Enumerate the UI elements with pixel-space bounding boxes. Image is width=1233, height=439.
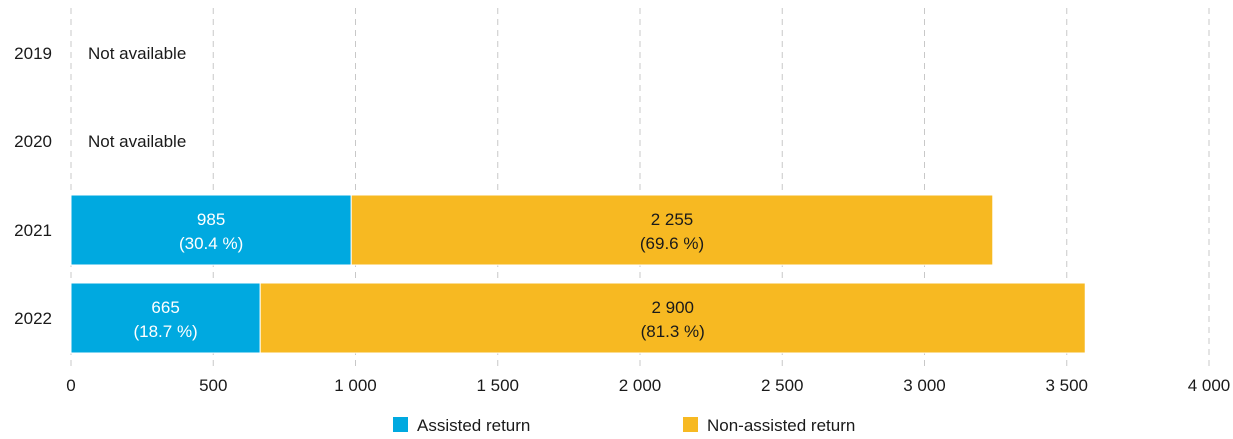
bar-value-label: 665 <box>151 298 179 317</box>
bar-percent-label: (69.6 %) <box>640 234 704 253</box>
x-tick-label: 1 500 <box>476 376 519 395</box>
x-tick-label: 500 <box>199 376 227 395</box>
y-tick-label: 2020 <box>14 132 52 151</box>
bar-percent-label: (81.3 %) <box>641 322 705 341</box>
x-axis: 0 500 1 000 1 500 2 000 2 500 3 000 3 500 4 000 <box>66 376 1230 395</box>
bar-segment <box>259 282 1086 354</box>
x-tick-label: 1 000 <box>334 376 377 395</box>
legend-swatch <box>393 417 408 432</box>
bar-percent-label: (18.7 %) <box>133 322 197 341</box>
grid <box>70 8 1210 368</box>
legend: Assisted return Non-assisted return <box>393 416 855 435</box>
bar-segment <box>70 194 352 266</box>
y-tick-label: 2022 <box>14 309 52 328</box>
x-tick-label: 0 <box>66 376 75 395</box>
data-labels: Not available Not available 985 (30.4 %) 2 2… <box>88 44 705 341</box>
x-tick-label: 3 000 <box>903 376 946 395</box>
legend-label: Non-assisted return <box>707 416 855 434</box>
legend-swatch <box>683 417 698 432</box>
y-axis: 2019 2020 2021 2022 <box>14 44 52 328</box>
x-tick-label: 2 000 <box>619 376 662 395</box>
bar-value-label: 985 <box>197 210 225 229</box>
bars <box>70 194 1086 354</box>
x-tick-label: 4 000 <box>1188 376 1231 395</box>
bar-segment <box>70 282 261 354</box>
not-available-label: Not available <box>88 132 186 151</box>
x-tick-label: 3 500 <box>1045 376 1088 395</box>
y-tick-label: 2019 <box>14 44 52 63</box>
y-tick-label: 2021 <box>14 221 52 240</box>
bar-segment <box>350 194 994 266</box>
x-tick-label: 2 500 <box>761 376 804 395</box>
bar-percent-label: (30.4 %) <box>179 234 243 253</box>
bar-value-label: 2 255 <box>651 210 694 229</box>
legend-label: Assisted return <box>417 416 530 434</box>
bar-value-label: 2 900 <box>651 298 694 317</box>
not-available-label: Not available <box>88 44 186 63</box>
